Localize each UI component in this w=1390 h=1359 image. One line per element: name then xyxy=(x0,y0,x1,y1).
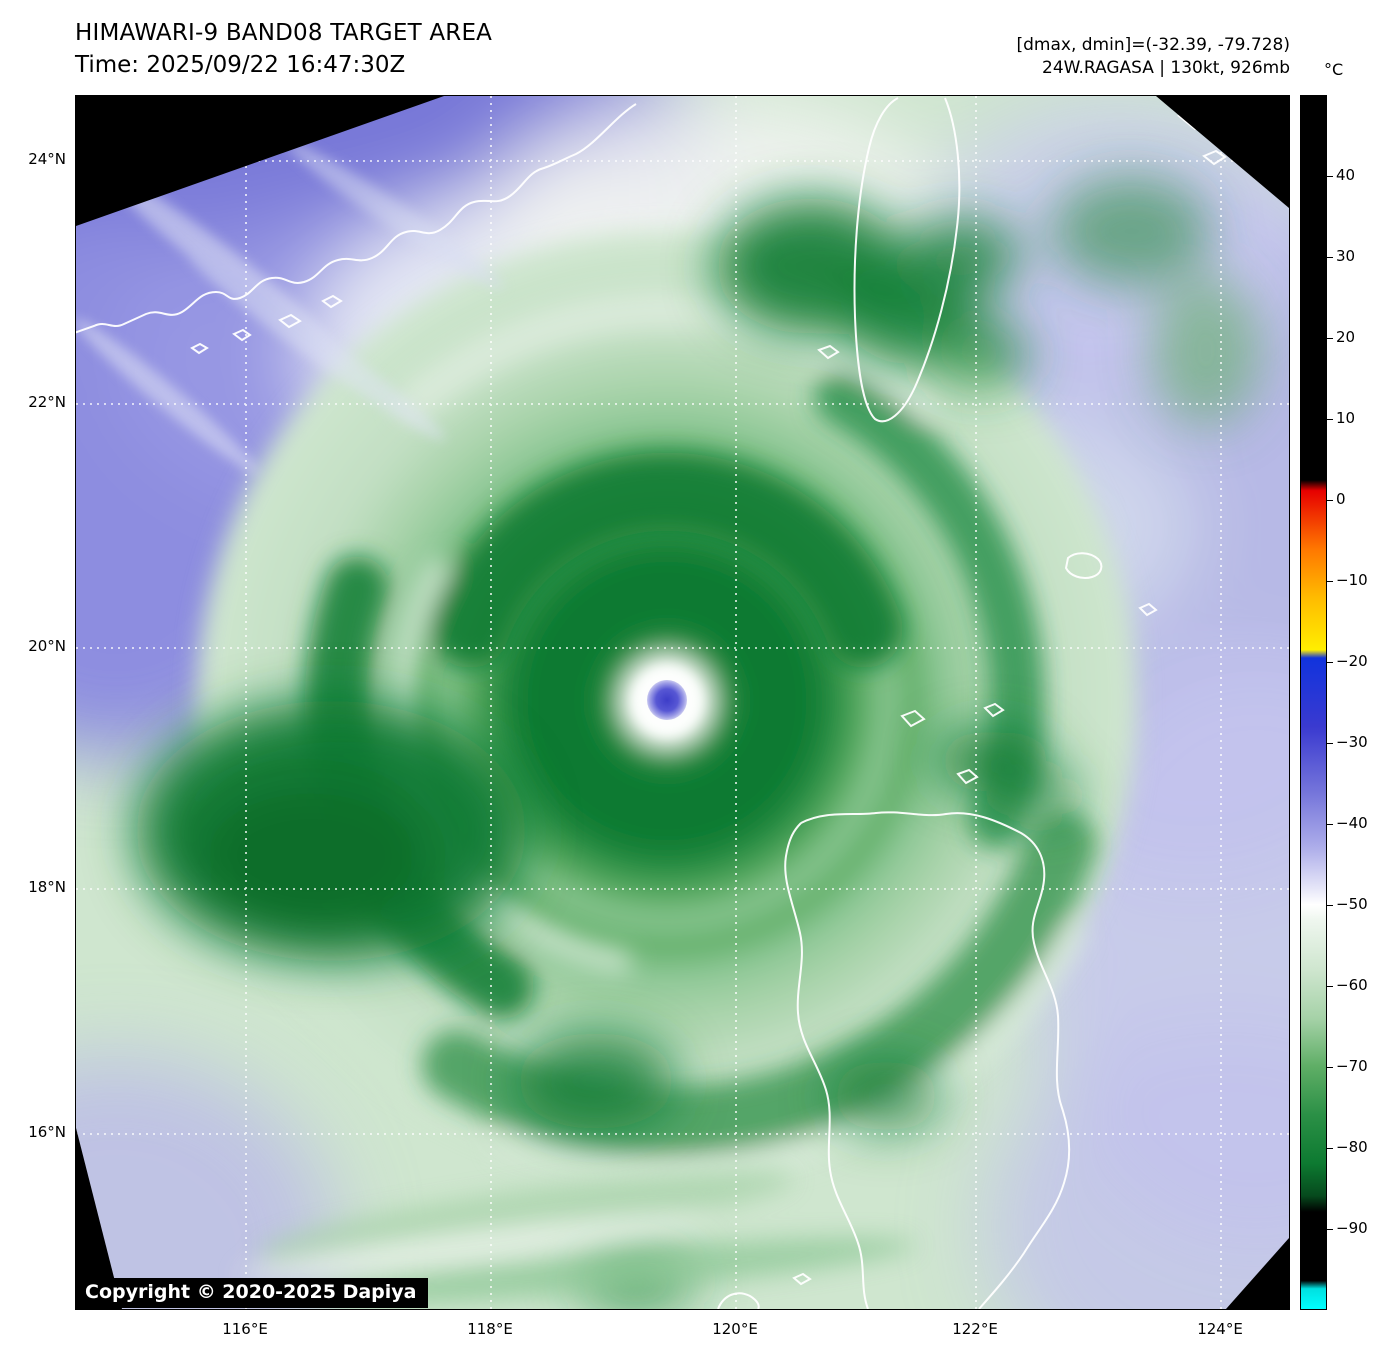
lon-tick-label: 120°E xyxy=(712,1320,758,1338)
colorbar-tick-label: −70 xyxy=(1336,1057,1368,1075)
lat-tick-label: 16°N xyxy=(28,1123,66,1141)
colorbar-tick-label: −90 xyxy=(1336,1219,1368,1237)
copyright-badge: Copyright © 2020-2025 Dapiya xyxy=(77,1278,428,1308)
colorbar-tick-label: −60 xyxy=(1336,976,1368,994)
colorbar-tickmark xyxy=(1327,176,1333,177)
colorbar-tickmark xyxy=(1327,824,1333,825)
lon-tick-label: 122°E xyxy=(952,1320,998,1338)
colorbar-tickmark xyxy=(1327,743,1333,744)
lat-tick-label: 22°N xyxy=(28,393,66,411)
lon-tick-label: 118°E xyxy=(467,1320,513,1338)
lon-tick-label: 116°E xyxy=(222,1320,268,1338)
colorbar-unit-label: °C xyxy=(1324,60,1343,79)
lat-tick-label: 24°N xyxy=(28,150,66,168)
colorbar-tickmark xyxy=(1327,419,1333,420)
colorbar-tick-label: −20 xyxy=(1336,652,1368,670)
readout-block: [dmax, dmin]=(-32.39, -79.728) 24W.RAGAS… xyxy=(1017,34,1291,80)
satellite-image xyxy=(76,96,1289,1309)
colorbar-tick-label: −80 xyxy=(1336,1138,1368,1156)
colorbar-tickmark xyxy=(1327,581,1333,582)
colorbar-tickmark xyxy=(1327,500,1333,501)
dmax-dmin-readout: [dmax, dmin]=(-32.39, -79.728) xyxy=(1017,34,1291,57)
colorbar-tickmark xyxy=(1327,338,1333,339)
colorbar-tick-label: 40 xyxy=(1336,166,1355,184)
page: HIMAWARI-9 BAND08 TARGET AREA Time: 2025… xyxy=(0,0,1390,1359)
lon-tick-label: 124°E xyxy=(1197,1320,1243,1338)
colorbar-tick-label: −40 xyxy=(1336,814,1368,832)
colorbar-tickmark xyxy=(1327,662,1333,663)
colorbar-tick-label: −30 xyxy=(1336,733,1368,751)
typhoon-eye xyxy=(647,680,687,720)
colorbar xyxy=(1300,95,1327,1310)
colorbar-tickmark xyxy=(1327,905,1333,906)
colorbar-tickmark xyxy=(1327,1067,1333,1068)
colorbar-tick-label: 20 xyxy=(1336,328,1355,346)
storm-readout: 24W.RAGASA | 130kt, 926mb xyxy=(1017,57,1291,80)
colorbar-tick-label: 0 xyxy=(1336,490,1346,508)
colorbar-tickmark xyxy=(1327,986,1333,987)
colorbar-tick-label: 10 xyxy=(1336,409,1355,427)
colorbar-tickmark xyxy=(1327,257,1333,258)
colorbar-tickmark xyxy=(1327,1148,1333,1149)
lat-tick-label: 18°N xyxy=(28,878,66,896)
product-time: Time: 2025/09/22 16:47:30Z xyxy=(75,52,405,78)
lat-tick-label: 20°N xyxy=(28,637,66,655)
colorbar-tick-label: −10 xyxy=(1336,571,1368,589)
colorbar-tickmark xyxy=(1327,1229,1333,1230)
colorbar-tick-label: −50 xyxy=(1336,895,1368,913)
colorbar-tick-label: 30 xyxy=(1336,247,1355,265)
product-title: HIMAWARI-9 BAND08 TARGET AREA xyxy=(75,20,492,46)
satellite-map: Copyright © 2020-2025 Dapiya xyxy=(75,95,1290,1310)
